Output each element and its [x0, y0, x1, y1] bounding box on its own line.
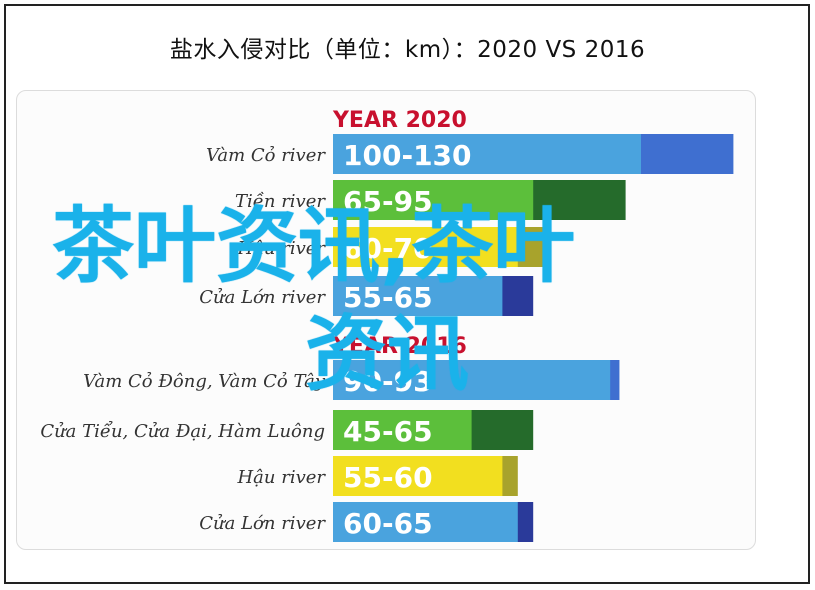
year-heading-0: YEAR 2020 — [332, 108, 467, 133]
bar-min-0-2 — [333, 227, 518, 267]
bar-min-0-0 — [333, 134, 641, 174]
category-label: Vàm Cỏ Đông, Vàm Cỏ Tây — [83, 371, 326, 392]
category-label: Cửa Lớn river — [199, 513, 326, 534]
bar-value-label: 55-65 — [343, 281, 433, 314]
bar-min-1-1 — [333, 410, 472, 450]
bar-min-1-3 — [333, 502, 518, 542]
bar-value-label: 45-65 — [343, 415, 433, 448]
bar-value-label: 60-70 — [343, 232, 433, 265]
bar-value-label: 100-130 — [343, 139, 472, 172]
category-label: Cửa Lớn river — [199, 287, 326, 308]
bar-value-label: 55-60 — [343, 461, 433, 494]
category-label: Tiền river — [235, 191, 326, 212]
chart-title: 盐水入侵对比（单位：km）：2020 VS 2016 — [169, 37, 646, 63]
bar-min-1-2 — [333, 456, 503, 496]
category-label: Vàm Cỏ river — [206, 145, 326, 166]
category-label: Cửa Tiểu, Cửa Đại, Hàm Luông — [40, 420, 325, 442]
bar-value-label: 65-95 — [343, 185, 433, 218]
bar-min-0-3 — [333, 276, 503, 316]
bar-value-label: 90-93 — [343, 365, 433, 398]
year-heading-1: YEAR 2016 — [332, 334, 467, 359]
bar-value-label: 60-65 — [343, 507, 433, 540]
bar-min-0-1 — [333, 180, 534, 220]
bar-min-1-0 — [333, 360, 611, 400]
category-label: Hậu river — [236, 238, 326, 259]
category-label: Hậu river — [236, 467, 326, 488]
